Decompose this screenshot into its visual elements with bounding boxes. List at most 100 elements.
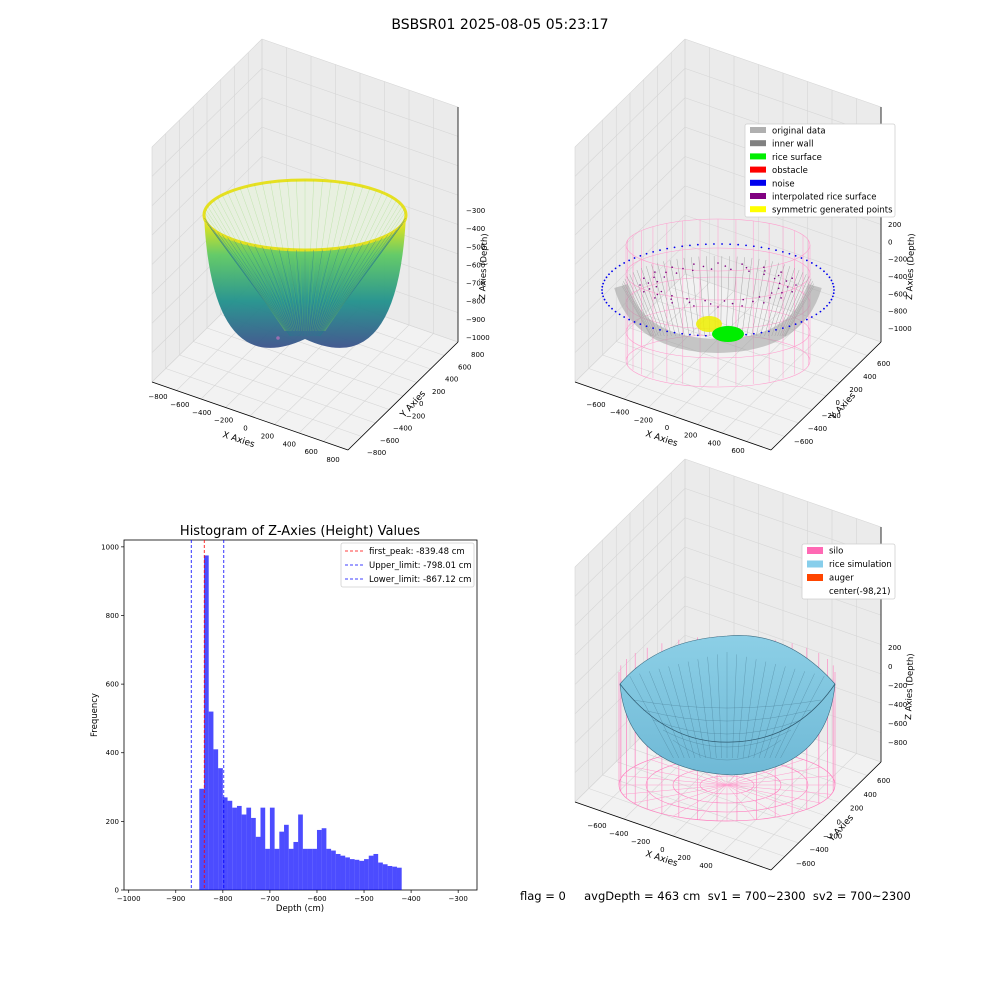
tick-label: 200 bbox=[678, 854, 691, 862]
interpolated-point bbox=[665, 271, 667, 274]
hist-bar bbox=[265, 848, 270, 890]
p4-z-axis-label: Z Axies (Depth) bbox=[904, 653, 916, 720]
interpolated-point bbox=[785, 280, 788, 282]
rice-mesh-ring bbox=[652, 719, 802, 735]
inner-wall-line bbox=[669, 259, 685, 337]
tick-label: −500 bbox=[466, 243, 485, 251]
inner-wall-line bbox=[771, 267, 795, 337]
noise-point bbox=[614, 310, 617, 313]
tick-label: −300 bbox=[466, 207, 485, 215]
bowl-meridian bbox=[308, 248, 332, 337]
bowl-meridian-back bbox=[227, 192, 290, 332]
noise-point bbox=[831, 295, 834, 298]
bowl-meridian-back bbox=[314, 184, 356, 332]
interpolated-point bbox=[693, 263, 695, 265]
noise-point bbox=[608, 304, 610, 307]
inner-wall-line bbox=[629, 274, 657, 337]
tick-label: −200 bbox=[823, 832, 842, 840]
interpolated-point bbox=[671, 266, 673, 269]
tick-label: −200 bbox=[822, 412, 841, 420]
interpolated-point bbox=[660, 290, 663, 293]
symmetric-cluster bbox=[696, 316, 722, 332]
noise-point bbox=[602, 282, 605, 285]
bowl-meridian bbox=[315, 239, 377, 337]
grid-line bbox=[574, 156, 686, 265]
grid-line bbox=[574, 458, 686, 568]
bowl-meridian bbox=[270, 247, 301, 337]
bowl-meridian-back bbox=[204, 211, 286, 332]
x-tick-label: −600 bbox=[307, 895, 326, 903]
legend-swatch bbox=[750, 166, 766, 173]
noise-point bbox=[623, 316, 626, 318]
bowl-meridian-back bbox=[233, 190, 291, 332]
hist-bar bbox=[298, 814, 303, 890]
grid-line bbox=[684, 458, 882, 528]
hist-bar bbox=[331, 850, 336, 890]
hist-bar bbox=[274, 848, 280, 890]
grid-line bbox=[151, 68, 263, 177]
noise-point bbox=[752, 332, 755, 335]
tick-label: 400 bbox=[863, 373, 876, 381]
grid-line bbox=[261, 38, 459, 108]
noise-point bbox=[704, 334, 707, 337]
bowl-meridian-back bbox=[287, 180, 302, 332]
bowl-meridian bbox=[313, 243, 364, 337]
tick-label: 600 bbox=[458, 363, 471, 371]
tick-label: 0 bbox=[836, 399, 840, 407]
noise-point bbox=[800, 257, 803, 259]
inner-wall-line bbox=[676, 258, 690, 337]
noise-point bbox=[628, 318, 631, 321]
noise-point bbox=[823, 270, 825, 273]
noise-point bbox=[828, 276, 831, 279]
legend-label: symmetric generated points bbox=[772, 206, 893, 216]
silo-floor-spoke bbox=[622, 775, 832, 795]
interpolated-point bbox=[769, 296, 771, 299]
grid-line bbox=[574, 488, 686, 597]
noise-point bbox=[666, 330, 669, 333]
interpolated-point bbox=[741, 263, 743, 265]
interpolated-point bbox=[758, 296, 761, 298]
tick-label: −400 bbox=[466, 225, 485, 233]
bowl-meridian-back bbox=[316, 186, 364, 332]
interpolated-point bbox=[647, 282, 650, 284]
grid-line bbox=[721, 744, 833, 854]
inner-wall-line bbox=[784, 285, 815, 337]
hist-bar bbox=[199, 788, 205, 890]
bowl-meridian bbox=[209, 226, 291, 337]
inner-wall-line bbox=[622, 283, 652, 337]
interpolated-point bbox=[702, 265, 705, 268]
interpolated-point bbox=[745, 266, 748, 269]
rice-mesh-ring bbox=[642, 709, 812, 722]
bowl-meridian bbox=[317, 232, 393, 337]
tick-label: −200 bbox=[634, 416, 653, 424]
figure-title: BSBSR01 2025-08-05 05:23:17 bbox=[391, 17, 609, 33]
tick-label: 0 bbox=[660, 846, 664, 854]
inner-wall-line bbox=[632, 271, 659, 337]
noise-point bbox=[611, 307, 613, 310]
noise-point bbox=[775, 328, 777, 331]
bowl-meridian-back bbox=[322, 197, 393, 332]
noise-point bbox=[628, 259, 631, 262]
p1-z-ticks: −300 −400 −500 −600 −700 −800 −900 −1000 bbox=[466, 207, 490, 342]
inner-wall-line bbox=[774, 269, 800, 337]
rice-surface bbox=[619, 635, 836, 776]
hist-bar bbox=[208, 711, 214, 890]
bowl-meridian bbox=[319, 217, 406, 337]
rice-surface-cluster bbox=[712, 326, 744, 342]
hist-bar bbox=[345, 857, 350, 890]
noise-point bbox=[721, 243, 723, 245]
inner-wall-line bbox=[641, 267, 665, 337]
tick-label: 400 bbox=[445, 376, 458, 384]
bowl-meridian-back bbox=[246, 186, 294, 332]
tick-label: −800 bbox=[888, 308, 907, 316]
tick-label: 0 bbox=[243, 425, 247, 433]
rice-mesh-line bbox=[639, 673, 680, 759]
legend-label: rice simulation bbox=[829, 560, 892, 570]
inner-wall-line bbox=[651, 264, 672, 337]
grid-line bbox=[298, 324, 410, 434]
hist-bar bbox=[326, 848, 332, 890]
interpolated-point bbox=[763, 301, 765, 304]
interpolated-point bbox=[763, 273, 765, 276]
